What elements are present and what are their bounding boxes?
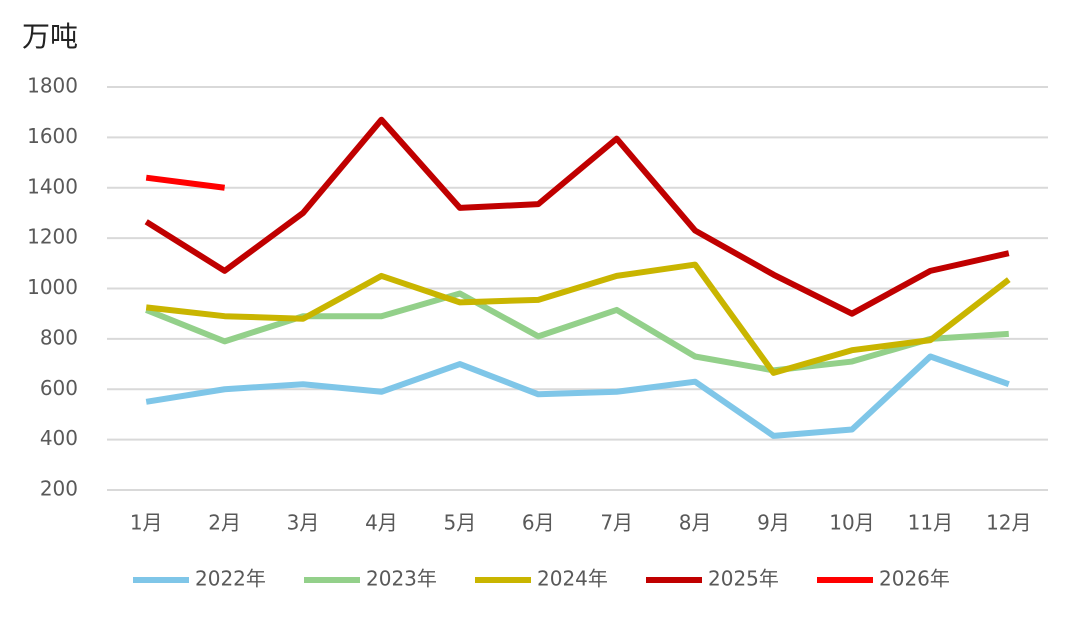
x-tick-label: 11月 [908, 511, 953, 535]
y-tick-label: 200 [40, 477, 78, 501]
series-line [145, 174, 226, 191]
series-line [145, 290, 1009, 374]
x-tick-label: 7月 [600, 511, 633, 535]
x-tick-label: 8月 [679, 511, 712, 535]
y-tick-label: 1400 [27, 174, 78, 198]
x-tick-label: 2月 [208, 511, 241, 535]
x-tick-label: 5月 [444, 511, 477, 535]
series-line [145, 353, 1010, 439]
series-line [144, 116, 1010, 317]
y-tick-label: 600 [40, 376, 78, 400]
x-tick-label: 10月 [829, 511, 874, 535]
legend-label: 2024年 [537, 567, 608, 591]
x-tick-label: 9月 [757, 511, 790, 535]
x-tick-label: 4月 [365, 511, 398, 535]
legend-label: 2026年 [879, 567, 950, 591]
legend-label: 2022年 [195, 567, 266, 591]
legend-label: 2023年 [366, 567, 437, 591]
y-tick-label: 1600 [27, 124, 78, 148]
x-tick-label: 3月 [287, 511, 320, 535]
y-tick-label: 1200 [27, 225, 78, 249]
y-tick-label: 800 [40, 325, 78, 349]
y-tick-label: 400 [40, 426, 78, 450]
y-tick-label: 1800 [27, 74, 78, 98]
x-tick-label: 6月 [522, 511, 555, 535]
x-tick-label: 12月 [986, 511, 1031, 535]
y-unit: 万吨 [22, 20, 78, 53]
y-tick-label: 1000 [27, 275, 78, 299]
x-tick-label: 1月 [130, 511, 163, 535]
series-line [145, 261, 1011, 376]
legend-label: 2025年 [708, 567, 779, 591]
